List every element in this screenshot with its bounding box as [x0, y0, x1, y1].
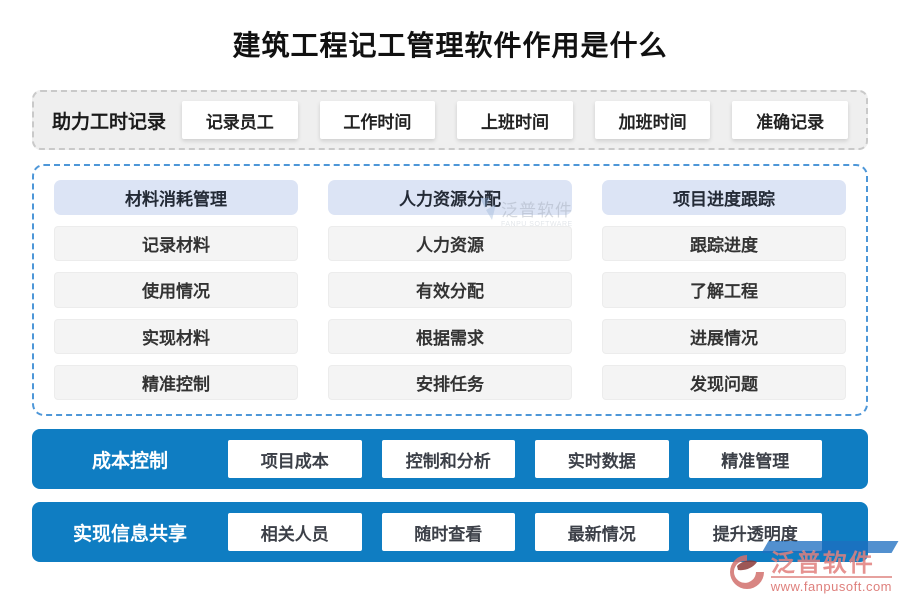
fanpu-logo-icon: [729, 555, 764, 590]
feature-header: 材料消耗管理: [54, 180, 298, 216]
feature-cell: 发现问题: [602, 364, 846, 400]
hours-item: 准确记录: [732, 101, 848, 139]
hours-item: 记录员工: [182, 101, 298, 139]
feature-cell: 跟踪进度: [602, 226, 846, 262]
feature-cell: 进展情况: [602, 318, 846, 354]
feature-cell: 精准控制: [54, 364, 298, 400]
feature-header: 项目进度跟踪: [602, 180, 846, 216]
bar-item: 精准管理: [688, 440, 822, 478]
bar-item: 控制和分析: [381, 440, 515, 478]
logo-url: www.fanpusoft.com: [770, 576, 892, 594]
feature-grid: 材料消耗管理 记录材料 使用情况 实现材料 精准控制 人力资源分配 人力资源 有…: [32, 164, 868, 416]
hours-record-row: 助力工时记录 记录员工 工作时间 上班时间 加班时间 准确记录: [32, 90, 868, 150]
bar-item: 最新情况: [535, 513, 669, 551]
hours-item: 上班时间: [457, 101, 573, 139]
feature-cell: 实现材料: [54, 318, 298, 354]
feature-header: 人力资源分配: [328, 180, 572, 216]
hours-item: 加班时间: [594, 101, 711, 139]
feature-cell: 根据需求: [328, 318, 572, 354]
logo-name: 泛普软件: [770, 549, 875, 577]
feature-column-progress: 项目进度跟踪 跟踪进度 了解工程 进展情况 发现问题: [602, 180, 846, 400]
hours-item: 工作时间: [319, 101, 436, 139]
page-title: 建筑工程记工管理软件作用是什么: [232, 30, 668, 61]
feature-cell: 记录材料: [54, 226, 298, 262]
bar-label: 实现信息共享: [72, 523, 187, 545]
hours-row-label: 助力工时记录: [52, 111, 167, 133]
bar-item: 项目成本: [228, 440, 362, 478]
bar-item: 实时数据: [535, 440, 669, 478]
feature-cell: 了解工程: [602, 272, 846, 308]
bar-items: 相关人员 随时查看 最新情况 提升透明度: [228, 513, 822, 551]
feature-cell: 有效分配: [328, 272, 572, 308]
feature-cell: 安排任务: [328, 364, 572, 400]
bar-item: 随时查看: [381, 513, 515, 551]
feature-column-hr: 人力资源分配 人力资源 有效分配 根据需求 安排任务: [328, 180, 572, 400]
fanpu-logo: 泛普软件 www.fanpusoft.com: [727, 540, 899, 594]
feature-cell: 使用情况: [54, 272, 298, 308]
feature-cell: 人力资源: [328, 226, 572, 262]
info-sharing-bar: 实现信息共享 相关人员 随时查看 最新情况 提升透明度: [32, 502, 868, 562]
bar-item: 相关人员: [228, 513, 362, 551]
cost-control-bar: 成本控制 项目成本 控制和分析 实时数据 精准管理: [32, 429, 868, 489]
bar-items: 项目成本 控制和分析 实时数据 精准管理: [228, 440, 822, 478]
bar-label: 成本控制: [91, 450, 168, 472]
hours-items: 记录员工 工作时间 上班时间 加班时间 准确记录: [182, 101, 848, 139]
feature-column-material: 材料消耗管理 记录材料 使用情况 实现材料 精准控制: [54, 180, 298, 400]
